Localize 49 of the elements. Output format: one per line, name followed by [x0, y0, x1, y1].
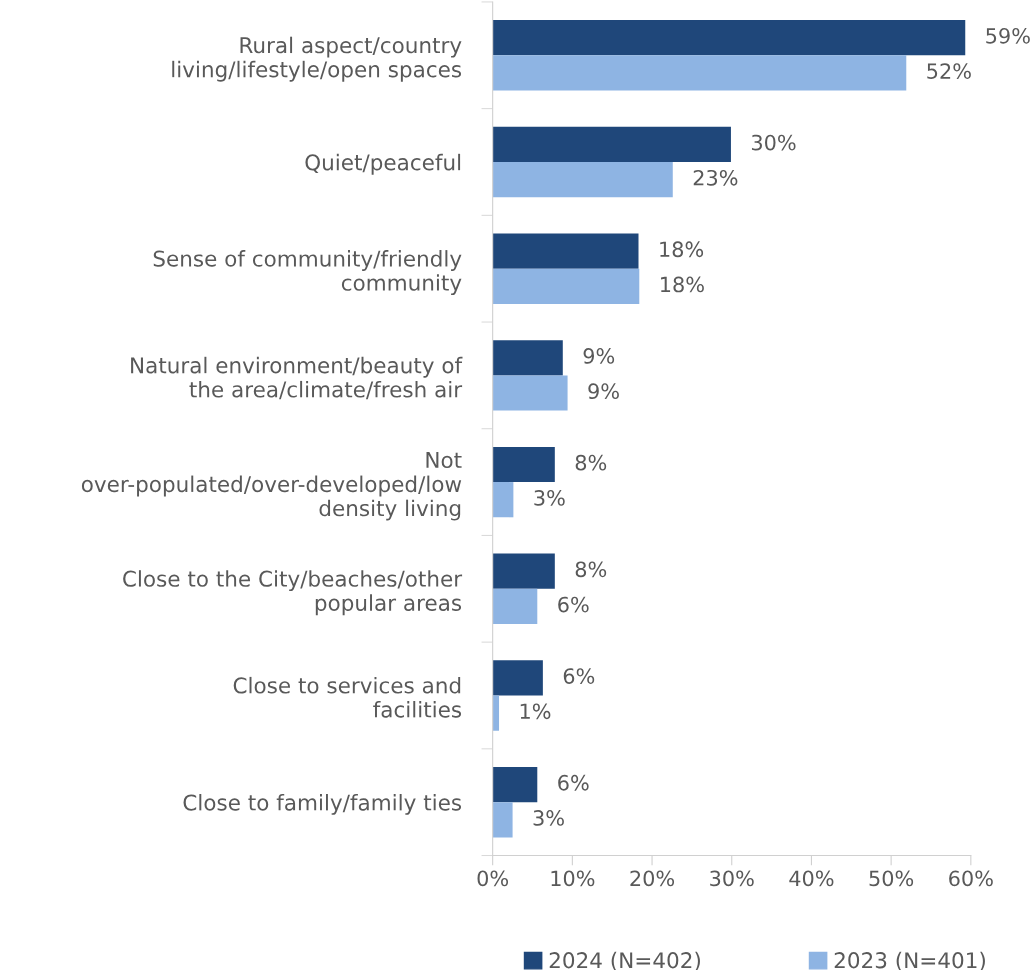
data-label: 3%: [533, 810, 564, 826]
data-label: 1%: [520, 703, 551, 720]
x-tick-label: 10%: [551, 870, 595, 887]
x-tick-label: 40%: [789, 870, 834, 887]
data-label: 9%: [583, 348, 615, 364]
data-label: 30%: [751, 134, 796, 151]
data-label: 8%: [575, 454, 607, 471]
bar: [492, 482, 514, 518]
bar: [492, 340, 563, 376]
data-label: 6%: [558, 596, 589, 613]
x-tick-label: 0%: [477, 870, 509, 887]
bar: [492, 126, 731, 162]
bar: [492, 660, 543, 696]
data-label: 52%: [927, 63, 971, 79]
bar: [492, 375, 568, 411]
y-tick-label: Quiet/peaceful: [305, 153, 461, 175]
bar: [492, 161, 673, 198]
x-tick-label: 30%: [710, 870, 754, 887]
data-label: 18%: [660, 241, 704, 258]
data-label: 59%: [986, 27, 1030, 44]
data-label: 6%: [558, 774, 589, 791]
legend-label: 2024 (N=402): [549, 951, 700, 970]
bar: [492, 802, 513, 838]
y-tick-label: Close to the City/beaches/other popular areas: [123, 570, 463, 616]
bar: [492, 233, 639, 269]
x-tick-label: 60%: [949, 870, 993, 887]
y-tick-label: Sense of community/friendly community: [153, 250, 462, 296]
y-tick-label: Rural aspect/country living/lifestyle/open spaces: [172, 36, 462, 82]
data-label: 18%: [661, 276, 704, 293]
x-tick-label: 50%: [869, 870, 914, 887]
bar: [492, 55, 907, 91]
y-tick-label: Natural environment/beauty of the area/climate/fresh air: [131, 356, 463, 400]
bar: [492, 553, 555, 589]
y-tick-label: Not over-populated/over-developed/low density living: [81, 452, 462, 521]
bar: [492, 20, 966, 56]
bar: [492, 695, 500, 731]
legend-label: 2023 (N=401): [834, 951, 985, 970]
x-tick-label: 20%: [630, 870, 675, 887]
data-label: 3%: [534, 489, 565, 506]
bar: [492, 268, 640, 304]
bar: [492, 446, 555, 483]
y-tick-label: Close to services and facilities: [233, 676, 462, 718]
data-label: 6%: [563, 668, 595, 684]
bar: [492, 766, 538, 803]
bar: [492, 588, 538, 624]
data-label: 9%: [588, 383, 619, 400]
data-label: 23%: [693, 169, 738, 186]
y-tick-label: Close to family/family ties: [183, 794, 462, 815]
data-label: 8%: [575, 561, 607, 578]
